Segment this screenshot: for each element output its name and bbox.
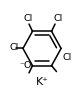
Text: Cl: Cl (62, 53, 72, 62)
Text: ⁻O: ⁻O (20, 61, 32, 70)
Text: Cl: Cl (10, 43, 19, 52)
Text: K⁺: K⁺ (36, 77, 48, 87)
Text: Cl: Cl (54, 14, 63, 23)
Text: Cl: Cl (24, 14, 33, 23)
